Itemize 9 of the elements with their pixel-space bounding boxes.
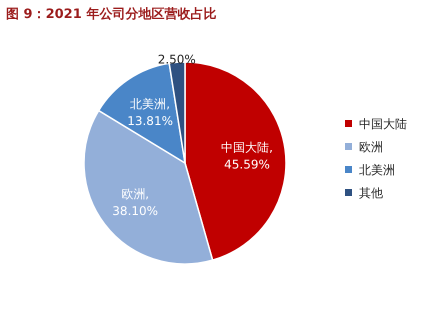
data-label: 北美洲, 13.81% xyxy=(127,97,173,128)
chart-title: 图 9：2021 年公司分地区营收占比 xyxy=(6,6,216,22)
data-label: 2.50% xyxy=(158,52,196,66)
legend-label: 中国大陆 xyxy=(359,117,407,131)
data-label: 欧洲, 38.10% xyxy=(112,186,158,218)
legend-label: 欧洲 xyxy=(359,140,383,154)
legend-label: 其他 xyxy=(359,186,383,200)
data-label: 中国大陆, 45.59% xyxy=(221,140,273,172)
legend-label: 北美洲 xyxy=(359,163,395,177)
